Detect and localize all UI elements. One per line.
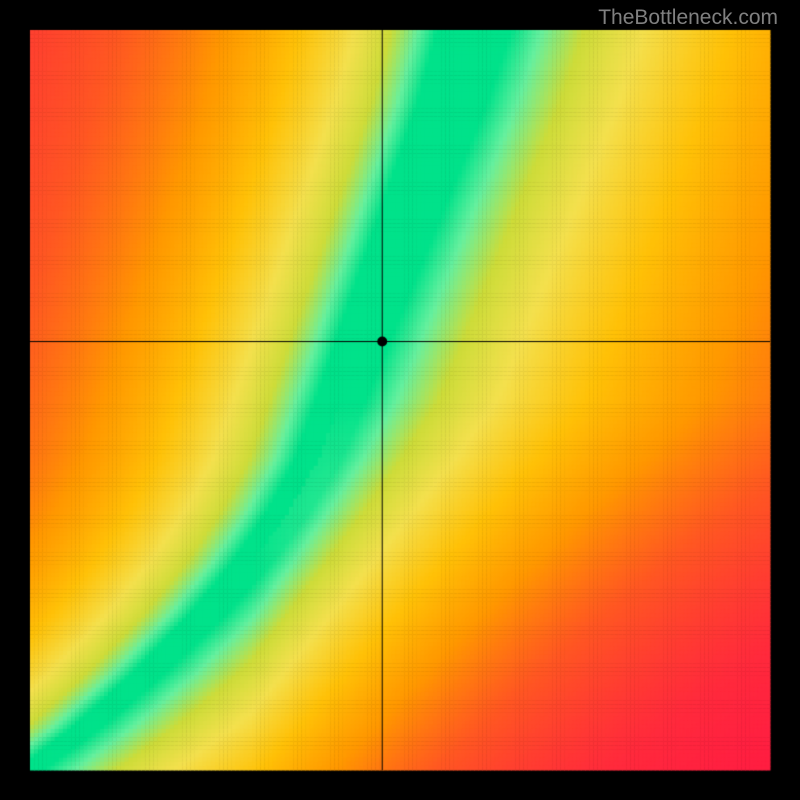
heatmap-canvas <box>0 0 800 800</box>
watermark-text: TheBottleneck.com <box>598 6 778 30</box>
chart-container: TheBottleneck.com <box>0 0 800 800</box>
